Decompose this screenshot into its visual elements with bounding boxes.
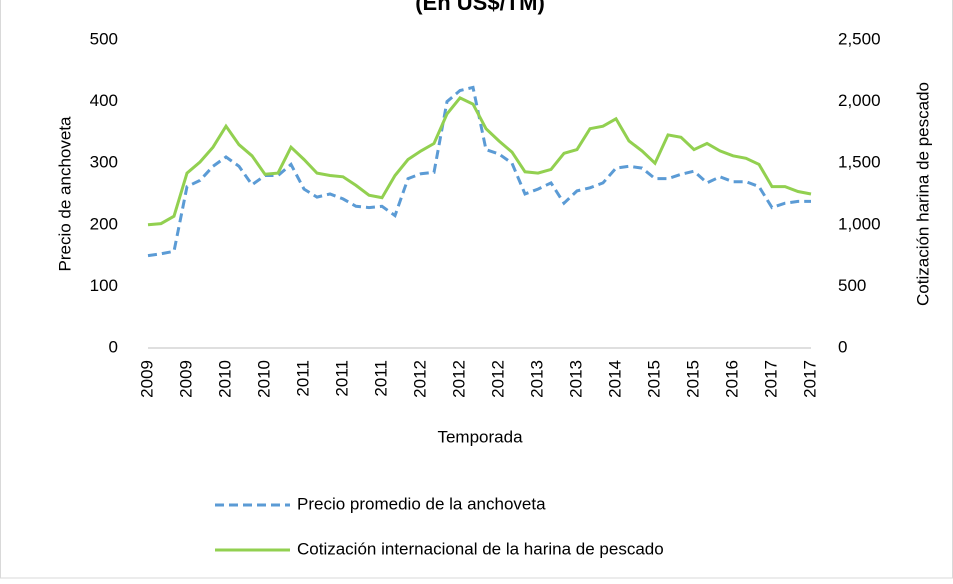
y-tick-label: 500 bbox=[90, 29, 118, 48]
x-tick-label: 2014 bbox=[605, 360, 624, 398]
y2-tick-label: 1,500 bbox=[838, 153, 881, 172]
x-tick-label: 2009 bbox=[176, 360, 195, 398]
y-tick-label: 200 bbox=[90, 214, 118, 233]
legend-label: Cotización internacional de la harina de… bbox=[297, 539, 664, 558]
x-tick-label: 2013 bbox=[566, 360, 585, 398]
x-tick-label: 2012 bbox=[488, 360, 507, 398]
x-tick-label: 2009 bbox=[137, 360, 156, 398]
y-tick-label: 400 bbox=[90, 91, 118, 110]
x-tick-label: 2016 bbox=[722, 360, 741, 398]
y-axis-label: Precio de anchoveta bbox=[55, 116, 74, 272]
x-tick-label: 2017 bbox=[800, 360, 819, 398]
y2-tick-label: 500 bbox=[838, 276, 866, 295]
x-tick-label: 2013 bbox=[527, 360, 546, 398]
x-tick-label: 2011 bbox=[371, 360, 390, 397]
x-tick-label: 2015 bbox=[644, 360, 663, 398]
legend-label: Precio promedio de la anchoveta bbox=[297, 494, 546, 513]
y2-axis-label: Cotización harina de pescado bbox=[913, 82, 932, 306]
x-tick-label: 2011 bbox=[332, 360, 351, 397]
x-tick-label: 2015 bbox=[683, 360, 702, 398]
chart-title: (En US$/TM) bbox=[415, 0, 545, 15]
y2-tick-label: 2,000 bbox=[838, 91, 881, 110]
series-line bbox=[147, 96, 812, 227]
x-tick-label: 2011 bbox=[293, 360, 312, 397]
y2-tick-label: 1,000 bbox=[838, 214, 881, 233]
y-tick-label: 300 bbox=[90, 153, 118, 172]
x-axis-label: Temporada bbox=[437, 427, 523, 446]
x-tick-label: 2017 bbox=[761, 360, 780, 398]
y-tick-label: 100 bbox=[90, 276, 118, 295]
y2-tick-label: 2,500 bbox=[838, 29, 881, 48]
x-tick-label: 2012 bbox=[410, 360, 429, 398]
x-tick-label: 2012 bbox=[449, 360, 468, 398]
x-tick-label: 2010 bbox=[215, 360, 234, 398]
x-tick-label: 2010 bbox=[254, 360, 273, 398]
y-tick-label: 0 bbox=[109, 337, 118, 356]
y2-tick-label: 0 bbox=[838, 337, 847, 356]
